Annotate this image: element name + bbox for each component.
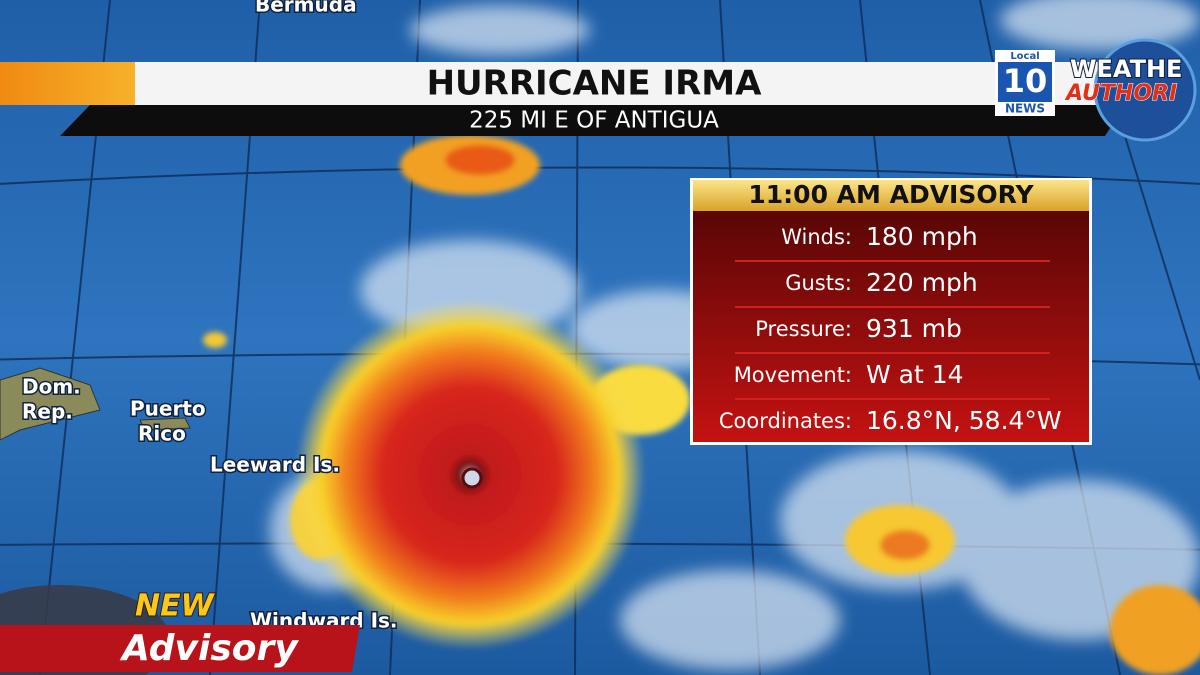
logo-blue bbox=[998, 62, 1052, 102]
logo-news: NEWS bbox=[1005, 102, 1045, 116]
advisory-title: 11:00 AM ADVISORY bbox=[748, 180, 1034, 209]
banner-subtitle: 225 MI E OF ANTIGUA bbox=[469, 108, 719, 134]
logo-brand: WEATHE bbox=[1070, 55, 1182, 83]
banner-accent bbox=[0, 62, 135, 105]
advisory-value: W at 14 bbox=[866, 360, 964, 389]
map-label: Puerto bbox=[130, 397, 206, 421]
advisory-body bbox=[693, 211, 1089, 442]
advisory-label: Gusts: bbox=[785, 271, 852, 295]
banner-title: HURRICANE IRMA bbox=[427, 64, 763, 104]
land bbox=[0, 367, 191, 441]
advisory-value: 180 mph bbox=[866, 222, 978, 251]
map-label: Bermuda bbox=[255, 0, 357, 17]
banner-bar bbox=[0, 62, 1120, 105]
advisory-label: Pressure: bbox=[755, 317, 852, 341]
advisory-value: 16.8°N, 58.4°W bbox=[866, 406, 1062, 435]
lower-third-advisory: Advisory bbox=[119, 628, 299, 669]
logo-local: Local bbox=[1010, 51, 1039, 62]
lower-third-new: NEW bbox=[135, 589, 216, 624]
map-label: Rep. bbox=[22, 400, 73, 424]
logo-brand: AUTHORI bbox=[1064, 81, 1177, 106]
logo-globe bbox=[1093, 38, 1197, 142]
lower-third: NEW Advisory bbox=[0, 585, 360, 675]
subtitle-bar bbox=[60, 105, 1125, 136]
advisory-label: Coordinates: bbox=[719, 409, 852, 433]
hurricane bbox=[295, 300, 645, 650]
map-label: Leeward Is. bbox=[210, 453, 340, 477]
logo-number: 10 bbox=[1003, 62, 1048, 100]
advisory-value: 220 mph bbox=[866, 268, 978, 297]
title-banner: HURRICANE IRMA 225 MI E OF ANTIGUA bbox=[0, 62, 1125, 136]
map-label: Rico bbox=[138, 422, 186, 446]
map-label: Dom. bbox=[22, 375, 81, 399]
advisory-label: Movement: bbox=[734, 363, 852, 387]
advisory-label: Winds: bbox=[781, 225, 852, 249]
advisory-header bbox=[693, 180, 1089, 211]
advisory-value: 931 mb bbox=[866, 314, 962, 343]
station-logo: Local 10 NEWS WEATHE AUTHORI bbox=[995, 38, 1197, 142]
lower-third-bar bbox=[0, 625, 360, 672]
advisory-box: 11:00 AM ADVISORY Winds: 180 mph Gusts: 220… bbox=[690, 178, 1092, 445]
